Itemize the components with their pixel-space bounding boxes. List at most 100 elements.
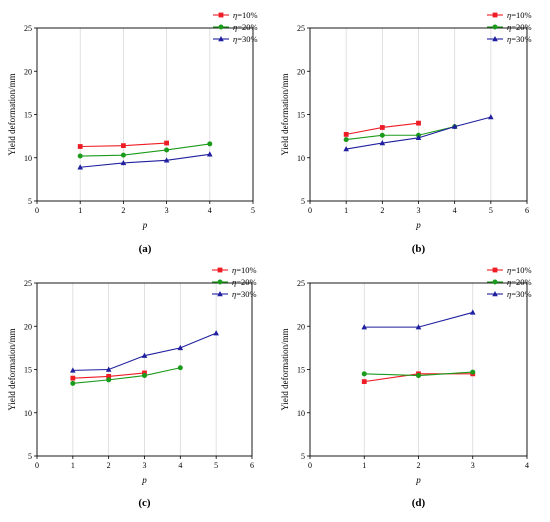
- data-point-eta10: [416, 120, 421, 126]
- legend-label: η=30%: [507, 289, 532, 299]
- x-tick-label: 5: [214, 461, 218, 470]
- legend-marker: [492, 12, 498, 18]
- legend-marker: [218, 24, 224, 30]
- x-tick-label: 4: [525, 461, 529, 470]
- y-tick-label: 15: [24, 111, 32, 120]
- x-tick-label: 5: [489, 206, 493, 215]
- data-point-eta10: [361, 379, 367, 385]
- y-tick-label: 20: [24, 67, 32, 76]
- legend-marker: [217, 279, 223, 285]
- chart-panel-3: 0 1 2 3 4 5 6 5 10 15 20 25 p Yield deformation/mm (c)…: [7, 265, 257, 509]
- legend-marker: [492, 36, 498, 42]
- data-point-eta30: [77, 164, 83, 170]
- data-point-eta30: [207, 151, 213, 157]
- x-axis-title: p: [415, 475, 421, 485]
- data-point-eta10: [70, 375, 76, 381]
- legend-label: η=10%: [233, 10, 258, 20]
- y-tick-label: 25: [24, 279, 32, 288]
- x-tick-label: 3: [471, 461, 475, 470]
- x-tick-label: 4: [178, 461, 182, 470]
- y-tick-label: 10: [297, 409, 305, 418]
- legend: η=10% η=20% η=30%: [212, 265, 257, 299]
- x-tick-label: 1: [362, 461, 366, 470]
- y-tick-label: 25: [297, 279, 305, 288]
- chart-panel-1: 0 1 2 3 4 5 5 10 15 20 25 p Yield deformation/mm (a) η…: [7, 10, 258, 255]
- series-line-eta20: [80, 143, 210, 157]
- y-tick-label: 5: [301, 197, 305, 206]
- y-tick-label: 5: [28, 452, 32, 461]
- legend-label: η=10%: [232, 265, 257, 275]
- y-tick-label: 10: [297, 154, 305, 163]
- panel-label: (a): [139, 243, 152, 255]
- panel-label: (b): [412, 243, 426, 255]
- x-tick-label: 1: [344, 206, 348, 215]
- y-tick-label: 5: [301, 452, 305, 461]
- y-tick-label: 15: [297, 111, 305, 120]
- legend-marker: [492, 24, 498, 30]
- data-point-eta30: [105, 366, 112, 372]
- y-axis-title: Yield deformation/mm: [280, 73, 290, 155]
- data-point-eta20: [142, 373, 147, 379]
- x-tick-label: 4: [208, 206, 212, 215]
- data-point-eta30: [177, 344, 184, 351]
- x-tick-label: 2: [107, 461, 111, 470]
- legend-marker: [217, 291, 223, 297]
- x-tick-label: 5: [251, 206, 255, 215]
- chart-panel-4: 0 1 2 3 4 5 10 15 20 25 p Yield deformation/mm (d) η=…: [280, 265, 532, 509]
- legend: η=10% η=20% η=30%: [487, 265, 532, 299]
- data-point-eta10: [77, 144, 83, 149]
- x-tick-label: 3: [417, 206, 421, 215]
- y-tick-label: 10: [24, 154, 32, 163]
- series-line-eta30: [80, 153, 210, 168]
- x-tick-label: 2: [417, 461, 421, 470]
- data-point-eta20: [470, 369, 476, 375]
- x-axis-title: p: [141, 475, 147, 485]
- x-tick-label: 1: [71, 461, 75, 470]
- data-point-eta20: [177, 365, 183, 371]
- legend-label: η=30%: [507, 34, 532, 44]
- chart-panel-2: 0 1 2 3 4 5 6 5 10 15 20 25 p Yield deformation/mm (b)…: [280, 10, 532, 255]
- legend-marker: [492, 291, 498, 297]
- legend-label: η=20%: [232, 277, 257, 287]
- panel-label: (d): [412, 497, 426, 509]
- data-point-eta20: [416, 373, 421, 379]
- x-tick-label: 3: [143, 461, 147, 470]
- data-point-eta30: [361, 324, 368, 330]
- data-point-eta30: [488, 114, 494, 120]
- legend: η=10% η=20% η=30%: [487, 10, 532, 44]
- y-tick-label: 20: [297, 67, 305, 76]
- data-point-eta10: [106, 374, 112, 379]
- legend-marker: [492, 279, 498, 285]
- y-axis-title: Yield deformation/mm: [7, 73, 17, 155]
- data-point-eta10: [142, 370, 147, 376]
- legend-marker: [218, 36, 224, 42]
- data-point-eta20: [120, 152, 126, 158]
- legend-label: η=20%: [507, 277, 532, 287]
- y-tick-label: 25: [24, 24, 32, 33]
- data-point-eta10: [164, 140, 169, 146]
- legend-label: η=30%: [233, 34, 258, 44]
- legend-label: η=20%: [233, 22, 258, 32]
- y-tick-label: 15: [297, 366, 305, 375]
- y-tick-label: 20: [297, 322, 305, 331]
- y-tick-label: 20: [24, 322, 32, 331]
- x-tick-label: 2: [121, 206, 125, 215]
- y-axis-title: Yield deformation/mm: [280, 328, 290, 410]
- plot-frame: [36, 27, 254, 202]
- x-tick-label: 3: [165, 206, 169, 215]
- legend-label: η=10%: [507, 10, 532, 20]
- y-tick-label: 10: [24, 409, 32, 418]
- x-tick-label: 6: [525, 206, 529, 215]
- x-tick-label: 6: [250, 461, 254, 470]
- y-tick-label: 15: [24, 366, 32, 375]
- data-point-eta20: [106, 377, 112, 383]
- data-point-eta10: [343, 131, 349, 137]
- legend-marker: [218, 12, 224, 18]
- x-tick-label: 2: [380, 206, 384, 215]
- y-axis-title: Yield deformation/mm: [7, 328, 17, 410]
- x-tick-label: 0: [308, 206, 312, 215]
- x-tick-label: 0: [35, 461, 39, 470]
- series-line-eta20: [72, 367, 181, 384]
- legend-label: η=10%: [507, 265, 532, 275]
- data-point-eta20: [164, 147, 170, 153]
